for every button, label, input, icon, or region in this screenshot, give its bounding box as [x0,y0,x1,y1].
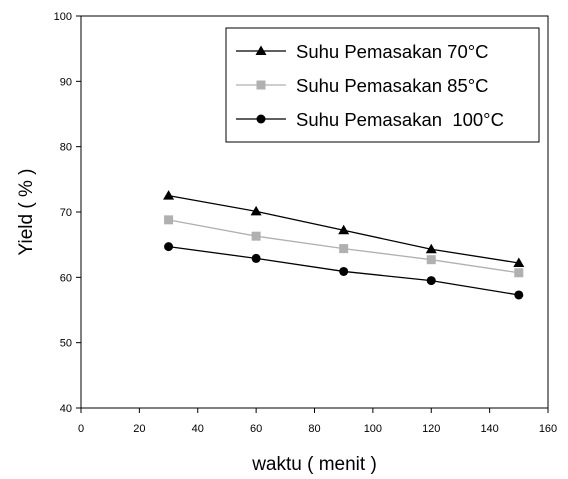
legend-marker [255,45,267,55]
data-point [164,242,174,252]
data-point [513,257,525,267]
legend-box [225,27,540,143]
legend-item: Suhu Pemasakan 85°C [236,75,489,96]
data-point [339,244,349,254]
data-point [339,266,349,276]
y-tick-label: 100 [54,11,72,23]
y-tick-label: 70 [60,207,72,219]
x-tick-label: 80 [308,423,320,435]
x-tick-label: 100 [364,423,382,435]
data-point [251,231,261,241]
legend-label: Suhu Pemasakan 100°C [296,109,504,130]
legend-item: Suhu Pemasakan 70°C [236,41,489,62]
y-tick-label: 80 [60,142,72,154]
x-axis-label: waktu ( menit ) [251,454,377,475]
data-point [426,276,436,286]
y-axis-label: Yield ( % ) [16,169,37,256]
legend-label: Suhu Pemasakan 85°C [296,75,489,96]
x-tick-label: 140 [480,423,498,435]
y-tick-label: 90 [60,76,72,88]
y-tick-label: 60 [60,272,72,284]
legend-marker [256,80,266,90]
legend-label: Suhu Pemasakan 70°C [296,41,489,62]
data-point [251,253,261,263]
legend: Suhu Pemasakan 70°C Suhu Pemasakan 85°C Su… [225,27,540,143]
x-tick-label: 40 [192,423,204,435]
series-3 [164,242,524,300]
x-tick-label: 0 [78,423,84,435]
y-tick-label: 50 [60,338,72,350]
data-point [164,215,174,225]
series-layer [163,190,525,300]
x-axis: 0 20 40 60 80 100 120 140 160 [78,408,557,435]
x-tick-label: 20 [133,423,145,435]
legend-item: Suhu Pemasakan 100°C [236,109,504,130]
x-tick-label: 60 [250,423,262,435]
data-point [514,268,524,278]
data-point [163,190,175,200]
data-point [250,205,262,216]
data-point [514,290,524,300]
y-axis: 40 50 60 70 80 90 100 [54,11,81,415]
legend-marker [256,114,266,124]
data-point [426,255,436,265]
x-tick-label: 160 [539,423,557,435]
x-tick-label: 120 [422,423,440,435]
data-point [425,243,437,254]
series-2 [164,215,524,278]
data-point [338,224,350,235]
series-1 [163,190,525,267]
y-tick-label: 40 [60,403,72,415]
